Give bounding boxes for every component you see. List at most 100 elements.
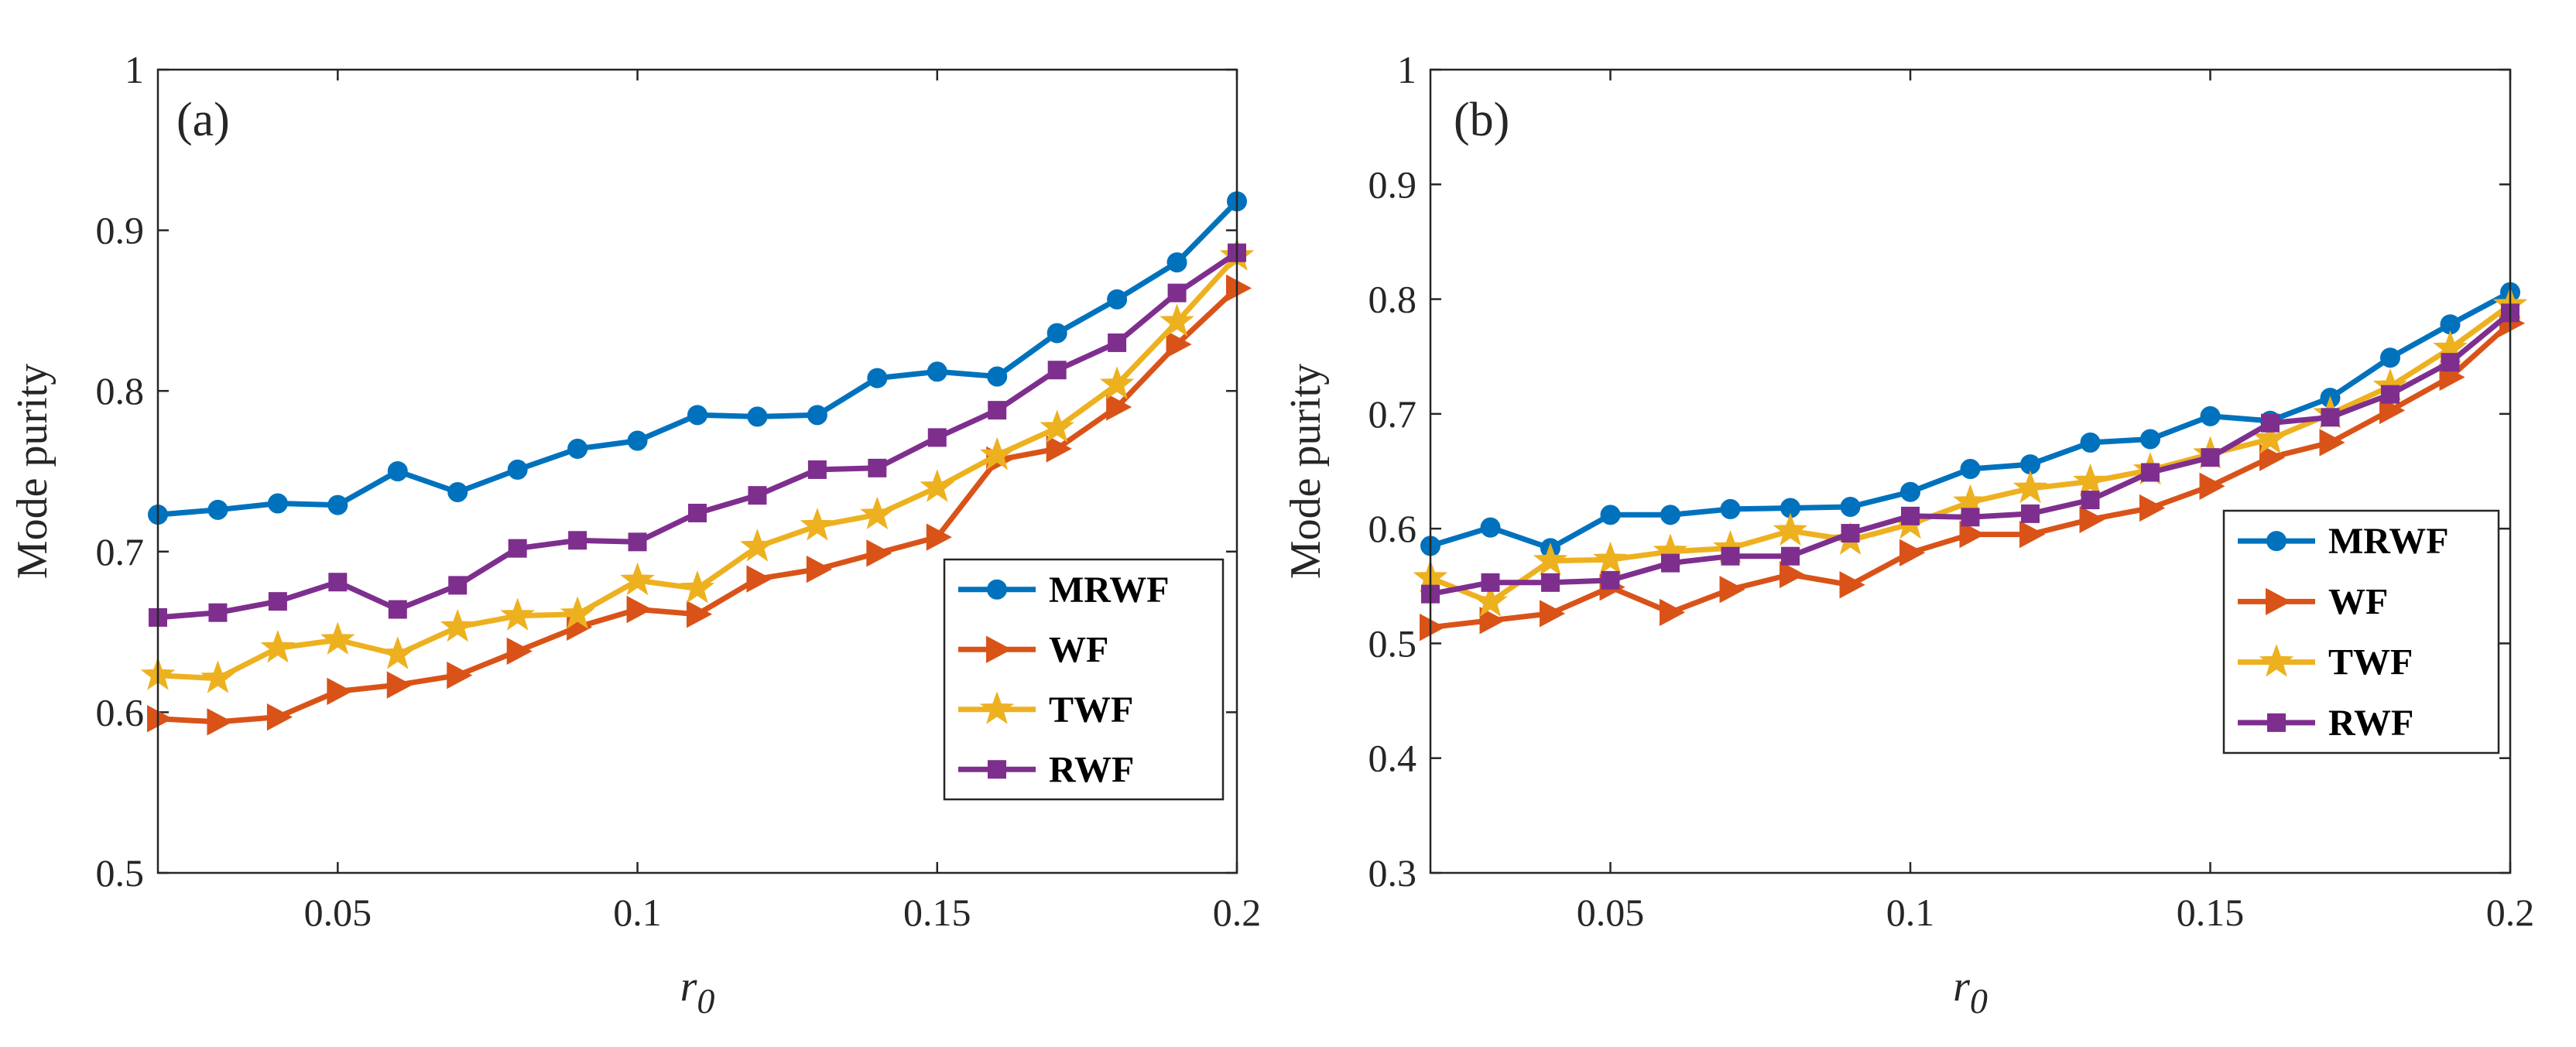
legend-box [943,558,1225,801]
data-point-rwf [448,576,468,595]
data-point-rwf [1961,508,1980,527]
data-point-mrwf [267,493,288,514]
data-point-rwf [1601,570,1620,590]
legend-entry-twf: TWF [958,689,1133,731]
data-point-twf [1040,409,1075,443]
data-point-twf [260,629,296,663]
data-point-rwf [568,531,587,550]
data-point-wf [2079,505,2105,533]
data-point-wf [266,703,293,731]
data-point-mrwf [387,461,408,481]
data-point-twf [859,496,895,530]
data-point-twf [320,621,355,655]
legend-marker-wf [986,635,1012,663]
data-point-wf [866,539,892,567]
data-point-wf [1839,571,1865,599]
y-tick-label: 0.5 [96,851,145,895]
data-point-mrwf [1166,252,1187,273]
data-point-wf [2019,520,2046,549]
x-axis-label-subscript: 0 [1970,981,1988,1021]
data-point-rwf [2081,491,2100,510]
axes-box [156,68,1238,874]
data-point-rwf [508,539,527,558]
legend-entry-rwf: RWF [958,749,1134,790]
y-tick-label: 0.7 [96,530,145,573]
legend-marker-mrwf [2266,531,2287,552]
data-point-mrwf [1960,459,1981,480]
data-point-rwf [988,401,1007,420]
x-tick-label: 0.2 [1213,891,1262,934]
data-point-wf [687,600,713,628]
series-mrwf [148,191,1247,525]
legend-marker-twf [2259,644,2294,677]
data-point-mrwf [687,405,707,426]
data-point-twf [2252,421,2288,454]
data-point-rwf [1901,506,1920,525]
data-point-rwf [268,592,287,611]
data-point-twf [2073,463,2108,497]
legend-entry-wf: WF [2238,581,2388,622]
data-point-wf [1660,598,1686,627]
data-point-mrwf [207,499,228,520]
data-point-mrwf [1046,323,1067,344]
legend-label: WF [1049,629,1108,670]
data-point-twf [920,469,955,502]
legend-label: RWF [1049,749,1134,790]
data-point-wf [2319,429,2345,457]
data-point-mrwf [747,406,768,427]
data-point-wf [2199,472,2225,500]
data-point-rwf [388,600,407,619]
legend-label: RWF [2328,703,2413,744]
data-point-rwf [688,503,707,522]
data-point-mrwf [927,361,947,382]
data-point-twf [200,660,235,693]
x-axis-label-main: r [1953,963,1970,1011]
panel-label: (b) [1454,94,1509,146]
y-tick-label: 0.9 [1368,163,1417,206]
data-point-rwf [748,486,767,505]
x-tick-label: 0.05 [304,891,372,934]
data-point-twf [1593,541,1628,575]
x-tick-label: 0.15 [2177,891,2245,934]
data-point-mrwf [627,430,648,451]
data-point-rwf [1661,553,1680,573]
data-point-rwf [1481,573,1500,592]
data-point-twf [680,570,715,604]
y-tick-label: 0.8 [96,369,145,412]
data-point-twf [1773,512,1808,546]
legend-label: MRWF [1049,570,1170,611]
y-tick-label: 0.3 [1368,851,1417,895]
y-tick-label: 1 [125,48,144,91]
data-point-rwf [628,532,647,552]
data-point-twf [1099,366,1135,399]
data-point-rwf [2381,385,2400,404]
data-point-rwf [328,573,348,592]
y-tick-label: 0.6 [1368,507,1417,550]
data-point-twf [1473,583,1508,617]
data-point-wf [1780,560,1806,589]
legend-marker-wf [2266,587,2292,616]
legend-marker-rwf [2267,713,2286,732]
data-point-wf [1226,274,1252,303]
data-point-mrwf [987,366,1008,387]
data-point-rwf [2321,408,2340,427]
y-tick-label: 0.7 [1368,392,1417,436]
data-point-mrwf [2380,347,2400,368]
legend-entry-twf: TWF [2238,642,2413,683]
y-axis-label: Mode purity [9,364,57,579]
data-point-mrwf [807,405,827,426]
legend-label: WF [2328,581,2388,622]
panel-a: 0.5 0.6 0.7 0.8 0.9 1 0.05 0.1 0.15 0.2 (a) Mode pu… [9,48,1261,1021]
data-point-rwf [2021,504,2040,523]
data-point-rwf [1047,361,1067,380]
data-point-wf [147,705,173,733]
y-axis-label: Mode purity [1282,364,1330,579]
data-point-wf [1479,607,1506,635]
x-axis-label-subscript: 0 [697,981,714,1021]
x-axis-label: r0 [1953,963,1988,1021]
data-point-wf [327,677,353,706]
data-point-wf [1106,393,1132,421]
data-point-rwf [1541,573,1560,592]
series-twf [140,238,1255,693]
